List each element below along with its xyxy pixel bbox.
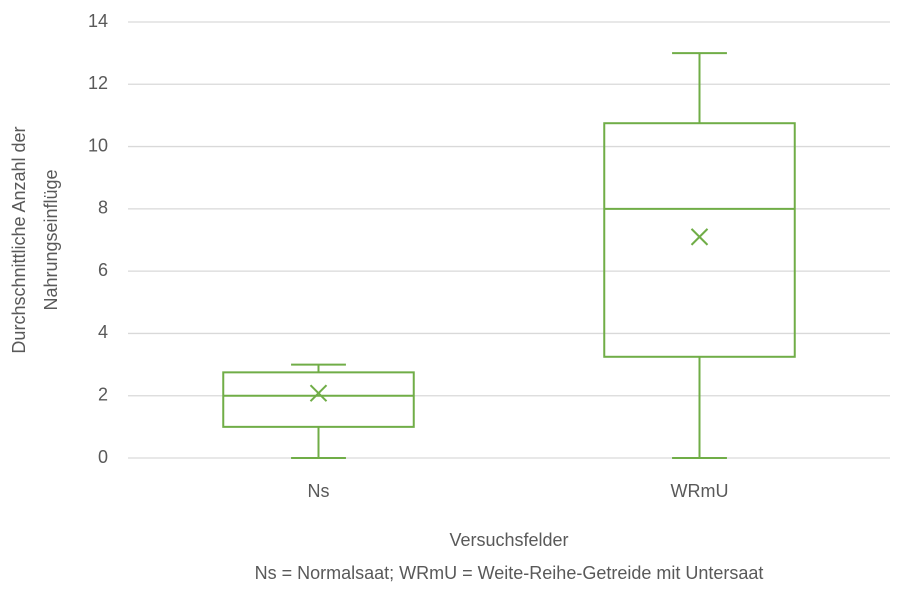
y-axis-label: Durchschnittliche Anzahl der [9,126,29,353]
y-tick-label: 14 [88,11,108,31]
box [603,122,796,358]
y-tick-label: 2 [98,384,108,404]
y-tick-label: 0 [98,447,108,467]
note: Ns = Normalsaat; WRmU = Weite-Reihe-Getr… [255,563,764,583]
y-tick-label: 6 [98,260,108,280]
y-tick-label: 4 [98,322,108,342]
x-tick-label: WRmU [671,481,729,501]
y-tick-label: 10 [88,135,108,155]
mean-marker [309,384,328,402]
y-axis-label: Nahrungseinflüge [41,169,61,310]
mean-marker [690,228,709,246]
x-tick-label: Ns [308,481,330,501]
box [222,371,415,428]
y-tick-label: 8 [98,198,108,218]
y-tick-label: 12 [88,73,108,93]
x-axis-label: Versuchsfelder [449,530,568,550]
